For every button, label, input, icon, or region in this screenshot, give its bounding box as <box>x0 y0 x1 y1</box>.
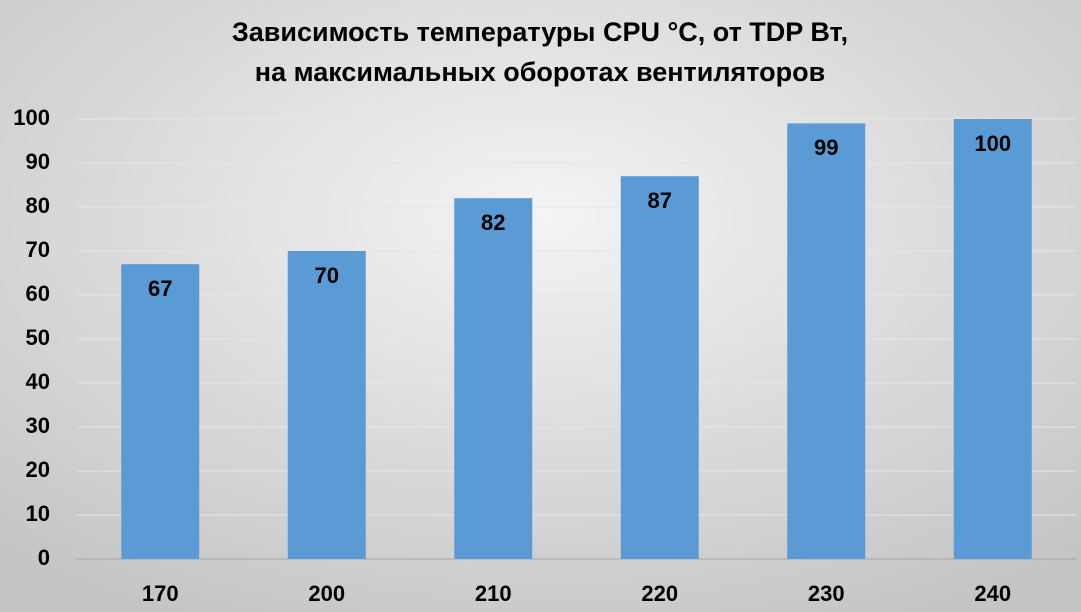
bar <box>287 251 366 559</box>
y-tick-label: 20 <box>26 457 50 482</box>
x-tick-label: 200 <box>308 581 345 606</box>
y-tick-label: 0 <box>38 545 50 570</box>
y-tick-label: 50 <box>26 325 50 350</box>
data-label: 70 <box>315 263 339 288</box>
bar <box>454 198 533 559</box>
data-label: 99 <box>814 135 838 160</box>
data-label: 67 <box>148 276 172 301</box>
y-tick-label: 100 <box>13 105 50 130</box>
data-label: 82 <box>481 210 505 235</box>
x-tick-label: 220 <box>641 581 678 606</box>
bar <box>787 123 866 560</box>
bar <box>620 176 699 559</box>
y-tick-label: 10 <box>26 501 50 526</box>
y-tick-label: 60 <box>26 281 50 306</box>
data-label: 87 <box>648 188 672 213</box>
y-tick-label: 80 <box>26 193 50 218</box>
data-label: 100 <box>974 131 1011 156</box>
x-tick-label: 240 <box>974 581 1011 606</box>
bar <box>121 264 200 559</box>
chart-title: Зависимость температуры CPU °C, от TDP В… <box>232 17 848 47</box>
bar <box>953 119 1032 559</box>
x-tick-label: 230 <box>808 581 845 606</box>
y-tick-label: 70 <box>26 237 50 262</box>
y-tick-label: 40 <box>26 369 50 394</box>
x-tick-label: 210 <box>475 581 512 606</box>
y-tick-label: 30 <box>26 413 50 438</box>
y-tick-label: 90 <box>26 149 50 174</box>
chart-title: на максимальных оборотах вентиляторов <box>255 57 825 87</box>
x-tick-label: 170 <box>142 581 179 606</box>
